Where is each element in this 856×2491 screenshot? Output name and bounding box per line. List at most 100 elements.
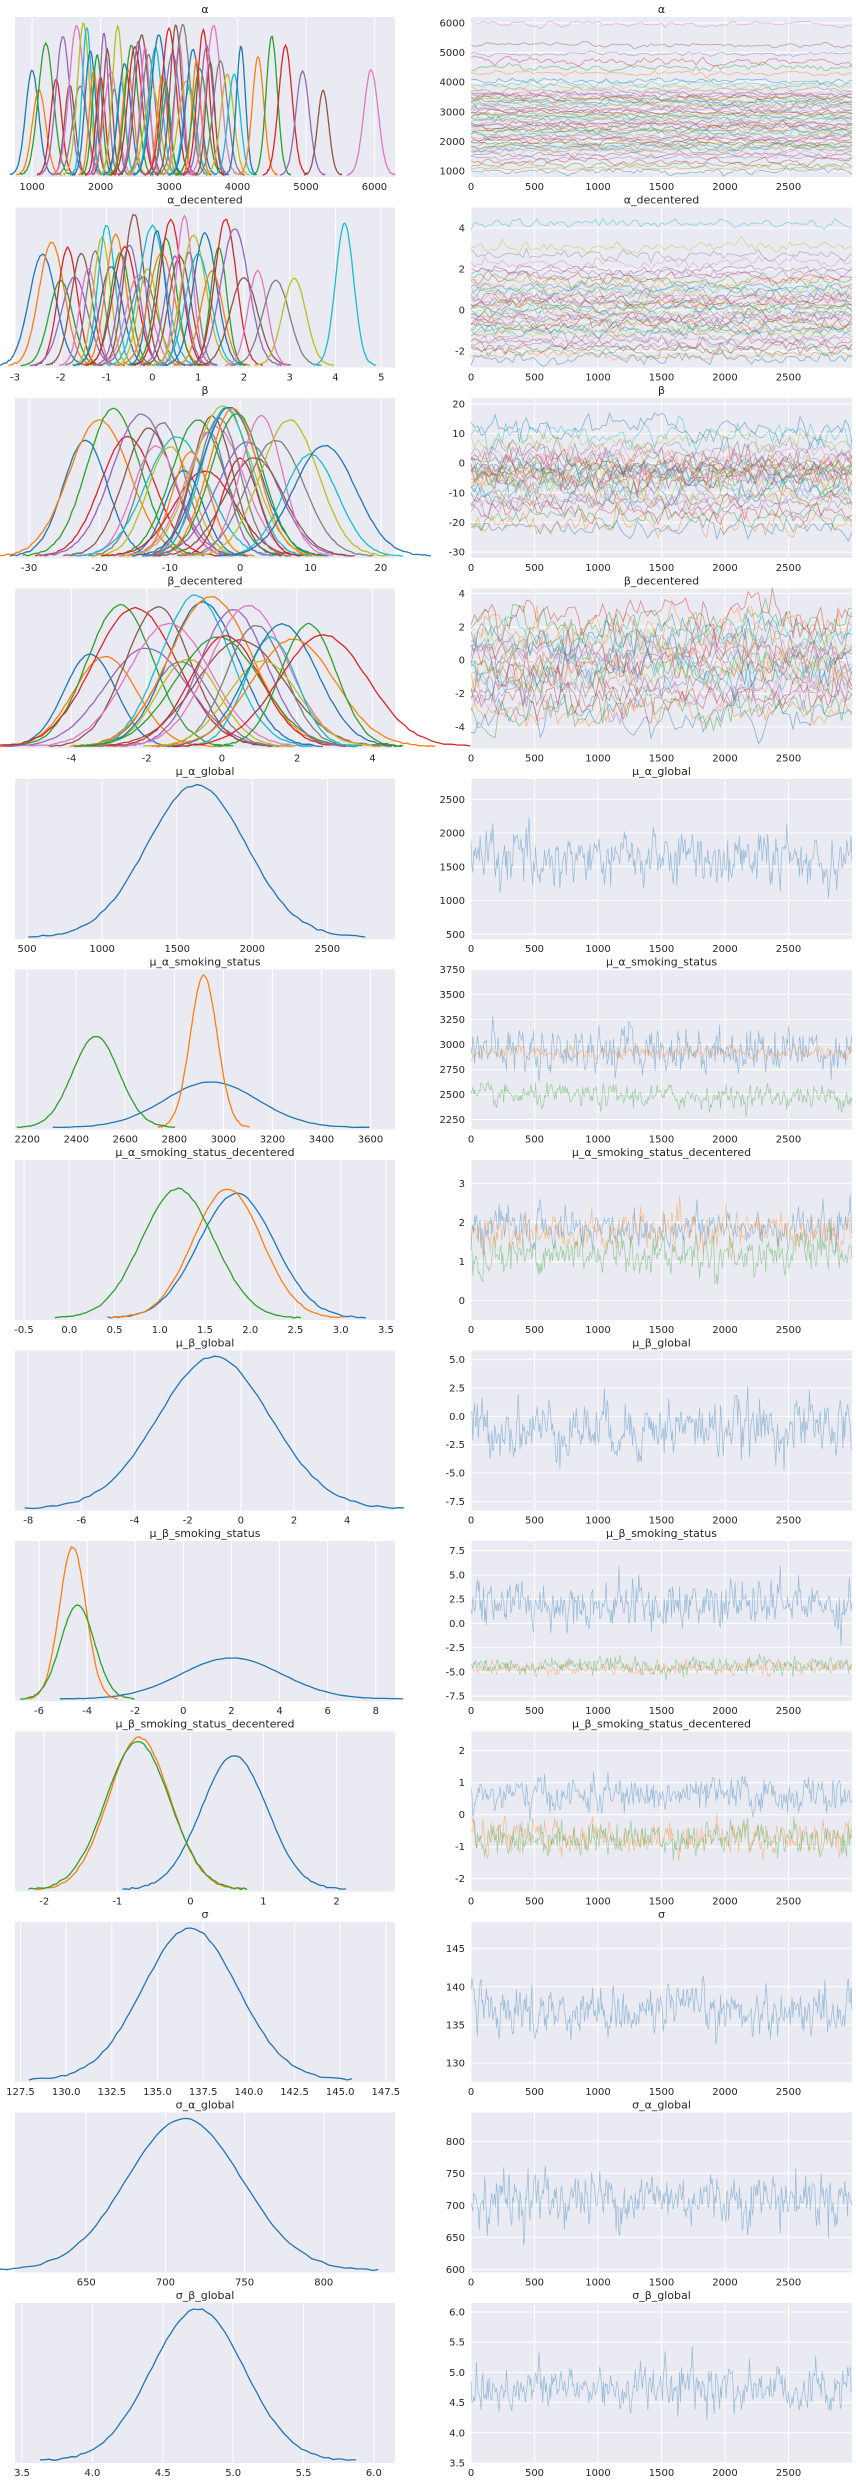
x-tick-label: -20: [91, 563, 107, 574]
kde-curve: [71, 49, 109, 177]
trace-line: [470, 503, 853, 532]
panel-title: μ_α_smoking_status_decentered: [115, 1146, 294, 1159]
y-tick-label: 130: [446, 2058, 465, 2069]
trace-line: [470, 255, 853, 272]
y-tick-label: 1000: [440, 167, 465, 178]
trace-line: [470, 333, 853, 345]
x-tick-label: -4: [130, 1516, 140, 1527]
kde-curve: [110, 1188, 345, 1319]
x-tick-label: 2500: [776, 373, 801, 384]
y-tick-label: 5.0: [449, 1355, 465, 1366]
x-tick-label: 500: [525, 1325, 544, 1336]
kde-curve: [0, 606, 279, 748]
kde-curve: [187, 24, 240, 176]
plot-background: [15, 1731, 395, 1892]
kde-curve: [149, 413, 324, 557]
panel-title: σ_β_global: [632, 2289, 691, 2302]
panel-title: μ_β_smoking_status: [150, 1527, 261, 1540]
x-tick-label: 145.0: [326, 2087, 355, 2098]
x-tick-label: 3.0: [333, 1325, 349, 1336]
x-tick-label: 2800: [162, 1135, 187, 1146]
kde-curve: [238, 56, 279, 176]
kde-curve: [181, 58, 213, 176]
trace-line: [470, 98, 853, 109]
x-tick-label: -1: [102, 373, 112, 384]
kde-panel: 2200 2400 2600 2800 3000 3200 3400 3600: [15, 969, 395, 1146]
plot-background: [15, 1541, 395, 1701]
trace-line: [470, 77, 853, 86]
y-tick-label: 4: [459, 224, 465, 235]
trace-line: [470, 597, 853, 647]
plot-background: [15, 2112, 395, 2273]
y-tick-label: -5.0: [445, 1469, 465, 1480]
y-tick-label: -7.5: [445, 1692, 465, 1703]
kde-curve: [130, 237, 202, 367]
trace-line: [470, 275, 853, 291]
kde-curve: [303, 89, 343, 176]
trace-line: [470, 1772, 853, 1822]
trace-line: [470, 235, 853, 254]
kde-curve: [230, 279, 322, 367]
plot-background: [15, 969, 395, 1130]
panel-title: μ_β_smoking_status_decentered: [572, 1718, 751, 1731]
x-tick-label: 5: [378, 373, 384, 384]
x-tick-label: 2000: [712, 182, 737, 193]
x-tick-label: 2: [333, 1897, 339, 1908]
trace-panel: 0 500 1000 1500 2000 2500 2250 2500 2750 3000 3250…: [440, 965, 853, 1146]
x-tick-label: -3: [10, 373, 20, 384]
trace-line: [470, 435, 853, 463]
x-tick-label: 2: [291, 1516, 297, 1527]
x-tick-label: 2000: [712, 1135, 737, 1146]
trace-line: [470, 1195, 853, 1261]
trace-line: [470, 299, 853, 326]
kde-curve: [169, 48, 218, 176]
x-tick-label: 750: [235, 2278, 254, 2289]
trace-line: [470, 666, 853, 725]
x-tick-label: 2: [294, 754, 300, 765]
x-tick-label: 0: [468, 754, 474, 765]
x-tick-label: 1000: [89, 944, 114, 955]
trace-line: [470, 599, 853, 653]
x-tick-label: 2000: [712, 944, 737, 955]
trace-line: [470, 161, 853, 169]
x-tick-label: 3600: [358, 1135, 383, 1146]
trace-line: [470, 654, 853, 696]
kde-curve: [0, 253, 88, 366]
row-12: σ_β_global σ_β_global 3.5 4.0 4.5 5.0 5.5 6.0 0 5…: [14, 2289, 853, 2479]
x-tick-label: 1000: [585, 1897, 610, 1908]
x-tick-label: 1500: [649, 1706, 674, 1717]
x-tick-label: 130.0: [52, 2087, 81, 2098]
trace-panel: 0 500 1000 1500 2000 2500 -30 -20 -10 0 10 20: [449, 398, 853, 574]
x-tick-label: 1500: [649, 563, 674, 574]
trace-panel: 0 500 1000 1500 2000 2500 -2 -1 0 1 2: [455, 1731, 853, 1908]
x-tick-label: 3: [287, 373, 293, 384]
trace-line: [470, 471, 853, 511]
kde-curve: [125, 54, 172, 176]
x-tick-label: 4: [332, 373, 338, 384]
panel-title: β: [201, 384, 208, 397]
x-tick-label: -10: [162, 563, 178, 574]
kde-panel: 500 1000 1500 2000 2500: [15, 779, 395, 955]
plot-background: [15, 1922, 395, 2082]
kde-curve: [157, 23, 209, 176]
trace-line: [470, 126, 853, 134]
kde-curve: [127, 450, 255, 557]
trace-line: [470, 301, 853, 323]
trace-line: [470, 343, 853, 360]
y-tick-label: -5.0: [445, 1667, 465, 1678]
y-tick-label: -10: [449, 488, 465, 499]
row-3: β_decentered β_decentered -4 -2 0 2 4 0 500 1000 1…: [0, 575, 853, 765]
x-tick-label: 1000: [585, 1325, 610, 1336]
kde-curve: [148, 407, 318, 557]
trace-line: [470, 55, 853, 67]
x-tick-label: 2500: [776, 1897, 801, 1908]
x-tick-label: 0: [468, 1706, 474, 1717]
y-tick-label: -2: [455, 347, 465, 358]
kde-curve: [20, 279, 101, 367]
trace-line: [470, 94, 853, 106]
y-tick-label: 5.0: [449, 1570, 465, 1581]
x-tick-label: 1500: [649, 182, 674, 193]
y-tick-label: 4000: [440, 78, 465, 89]
x-tick-label: 0: [237, 563, 243, 574]
trace-line: [470, 664, 853, 708]
